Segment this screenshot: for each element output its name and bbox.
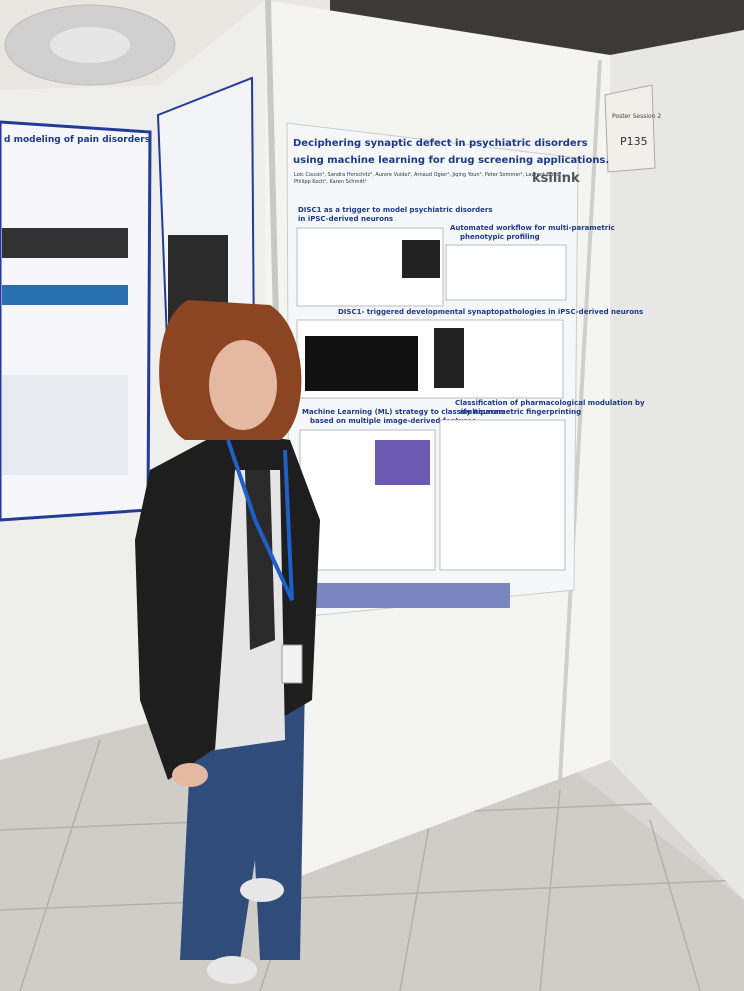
poster-session: Poster Session 2 [612,113,661,120]
ceiling-dark [330,0,744,60]
poster-title: using machine learning for drug screenin… [293,155,609,166]
section-heading: phenotypic profiling [460,233,540,241]
poster-authors: Loic Cousin¹, Sandra Horschitz², Aurore … [294,172,564,178]
left-poster-title: d modeling of pain disorders [4,135,150,145]
person [135,300,320,984]
section-heading: based on multiple image-derived features [310,417,476,425]
figure [402,240,440,278]
figure [2,228,128,258]
poster-logo: ksilink [532,171,580,186]
figure [434,328,464,388]
figure [2,375,128,475]
figure [375,440,430,485]
section-heading: in iPSC-derived neurons [298,215,393,223]
section-heading: Machine Learning (ML) strategy to classi… [302,408,505,416]
section-heading: Automated workflow for multi-parametric [450,224,615,232]
right-wall [610,30,744,900]
section-heading: DISC1 as a trigger to model psychiatric … [298,206,493,214]
panel [439,419,566,571]
conclusion-band [310,583,510,608]
figure [305,336,418,391]
vent-center [50,27,130,63]
poster-label [604,84,656,173]
poster-authors: Philipp Koch², Karen Schmitt¹ [294,179,367,185]
panel [445,244,567,301]
poster-title: Deciphering synaptic defect in psychiatr… [293,138,588,149]
section-heading: multiparametric fingerprinting [460,408,581,416]
section-heading: DISC1- triggered developmental synaptopa… [338,308,643,316]
figure [2,285,128,305]
section-heading: Classification of pharmacological modula… [455,399,645,407]
poster-number: P135 [620,135,648,148]
wall-edge [558,59,602,781]
